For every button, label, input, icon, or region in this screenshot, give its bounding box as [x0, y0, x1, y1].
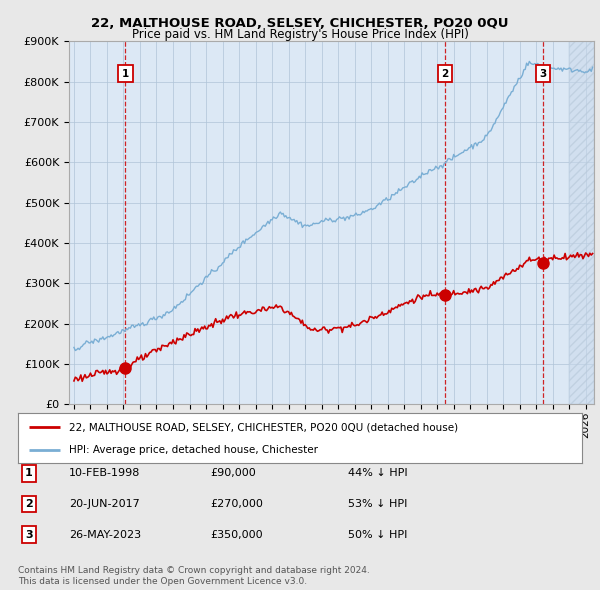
Text: 22, MALTHOUSE ROAD, SELSEY, CHICHESTER, PO20 0QU: 22, MALTHOUSE ROAD, SELSEY, CHICHESTER, …: [91, 17, 509, 30]
Text: 22, MALTHOUSE ROAD, SELSEY, CHICHESTER, PO20 0QU (detached house): 22, MALTHOUSE ROAD, SELSEY, CHICHESTER, …: [69, 422, 458, 432]
Text: £350,000: £350,000: [210, 530, 263, 539]
Text: £90,000: £90,000: [210, 468, 256, 478]
Text: 1: 1: [122, 68, 129, 78]
Text: 44% ↓ HPI: 44% ↓ HPI: [348, 468, 407, 478]
Text: Contains HM Land Registry data © Crown copyright and database right 2024.
This d: Contains HM Land Registry data © Crown c…: [18, 566, 370, 586]
Text: Price paid vs. HM Land Registry's House Price Index (HPI): Price paid vs. HM Land Registry's House …: [131, 28, 469, 41]
Text: 3: 3: [25, 530, 32, 539]
Text: 50% ↓ HPI: 50% ↓ HPI: [348, 530, 407, 539]
Text: 3: 3: [539, 68, 547, 78]
Text: £270,000: £270,000: [210, 499, 263, 509]
Text: 1: 1: [25, 468, 32, 478]
Text: 10-FEB-1998: 10-FEB-1998: [69, 468, 140, 478]
Text: 2: 2: [25, 499, 32, 509]
Text: 26-MAY-2023: 26-MAY-2023: [69, 530, 141, 539]
Text: 2: 2: [441, 68, 449, 78]
Text: 20-JUN-2017: 20-JUN-2017: [69, 499, 140, 509]
Text: 53% ↓ HPI: 53% ↓ HPI: [348, 499, 407, 509]
Text: HPI: Average price, detached house, Chichester: HPI: Average price, detached house, Chic…: [69, 445, 318, 455]
